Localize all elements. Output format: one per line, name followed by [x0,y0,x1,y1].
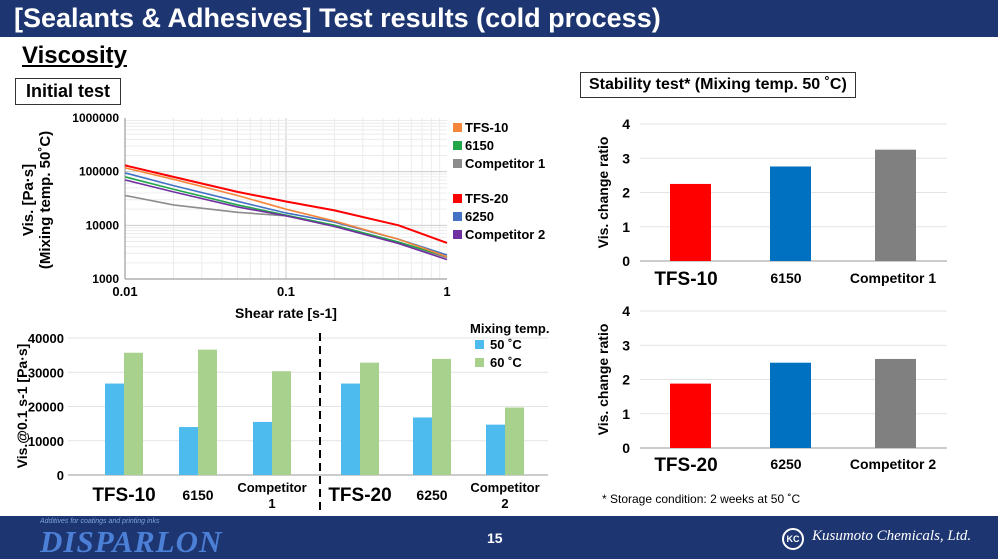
bar-60c [432,358,451,475]
y-tick-label: 10000 [28,434,64,449]
x-tick-label: 6250 [770,456,801,472]
bar-50c [105,383,124,475]
legend-swatch [453,230,462,239]
x-axis-label: Shear rate [s-1] [235,305,337,321]
company-name: Kusumoto Chemicals, Ltd. [812,528,972,544]
y-tick-label: 3 [622,337,630,353]
y-axis-label: Vis.@0.1 s-1 [Pa·s] [14,344,30,469]
slide-title: [Sealants & Adhesives] Test results (col… [14,3,661,33]
legend-label: 6150 [465,138,494,153]
series-line-tfs-10 [124,167,448,258]
legend-swatch [453,141,462,150]
legend-label: Competitor 1 [465,156,545,171]
y-axis-label: Vis. change ratio [595,137,611,249]
y-tick-label: 4 [622,303,630,319]
bar-6250 [770,362,811,448]
disparlon-logo: DISPARLON [40,524,223,559]
legend-title: Mixing temp. [470,321,549,336]
bar-60c [360,362,379,475]
x-tick-label: TFS-20 [654,455,717,476]
y-axis-label: Vis. [Pa·s] [20,164,37,236]
brand-tagline: Additives for coatings and printing inks [40,518,160,525]
x-tick-label: 0.1 [277,284,295,299]
y-tick-label: 2 [622,372,630,388]
company-logo-icon: KC [782,528,804,550]
x-tick-label: 6150 [770,270,801,286]
series-line-competitor-2 [124,179,448,261]
y-axis-label: (Mixing temp. 50˚C) [37,131,54,269]
y-tick-label: 2 [622,185,630,201]
y-tick-label: 1000 [92,272,119,286]
y-tick-label: 0 [622,253,630,269]
y-tick-label: 1 [622,406,630,422]
x-tick-label: 2 [501,496,508,511]
bar-60c [198,349,217,475]
bar-50c [253,421,272,475]
y-tick-label: 10000 [86,218,120,232]
bar-competitor-1 [875,149,916,261]
bar-50c [341,383,360,475]
x-tick-label: 6250 [416,487,447,503]
x-tick-label: Competitor 1 [850,270,937,286]
footer-bar [0,516,998,559]
y-tick-label: 0 [57,468,64,483]
legend-swatch [453,123,462,132]
legend-label: TFS-10 [465,120,508,135]
bar-50c [413,417,432,475]
x-tick-label: 0.01 [112,284,137,299]
legend-label: 60 ˚C [490,355,522,370]
y-tick-label: 40000 [28,331,64,346]
footnote: * Storage condition: 2 weeks at 50 ˚C [602,492,801,506]
x-tick-label: TFS-10 [654,269,717,290]
page-number: 15 [487,530,503,546]
y-tick-label: 4 [622,116,630,132]
legend-swatch [453,212,462,221]
bar-6150 [770,166,811,261]
legend-label: 6250 [465,209,494,224]
x-tick-label: Competitor [237,480,306,495]
bar-50c [179,427,198,475]
bar-60c [505,407,524,475]
bar-tfs-10 [670,183,711,261]
y-tick-label: 1 [622,219,630,235]
x-tick-label: 1 [443,284,450,299]
bar-competitor-2 [875,358,916,448]
bar-50c [486,424,505,475]
x-tick-label: TFS-10 [92,485,155,506]
x-tick-label: Competitor 2 [850,456,937,472]
y-tick-label: 1000000 [72,111,119,125]
legend-swatch [453,159,462,168]
legend-swatch [475,358,484,367]
legend-label: TFS-20 [465,191,508,206]
legend-swatch [475,340,484,349]
stability-test-label: Stability test* (Mixing temp. 50 ˚C) [580,72,856,98]
x-tick-label: 6150 [182,487,213,503]
series-line-tfs-20 [124,164,448,244]
y-axis-label: Vis. change ratio [595,324,611,436]
bar-tfs-20 [670,383,711,448]
y-tick-label: 20000 [28,400,64,415]
bar-60c [124,352,143,475]
y-tick-label: 3 [622,150,630,166]
y-tick-label: 0 [622,440,630,456]
y-tick-label: 30000 [28,365,64,380]
section-title: Viscosity [22,42,127,69]
legend-label: Competitor 2 [465,227,545,242]
x-tick-label: Competitor [470,480,539,495]
x-tick-label: TFS-20 [328,485,391,506]
y-tick-label: 100000 [79,165,119,179]
header-bar [0,0,998,37]
legend-label: 50 ˚C [490,337,522,352]
legend-swatch [453,194,462,203]
bar-60c [272,371,291,475]
x-tick-label: 1 [268,496,275,511]
initial-test-label: Initial test [15,78,122,105]
